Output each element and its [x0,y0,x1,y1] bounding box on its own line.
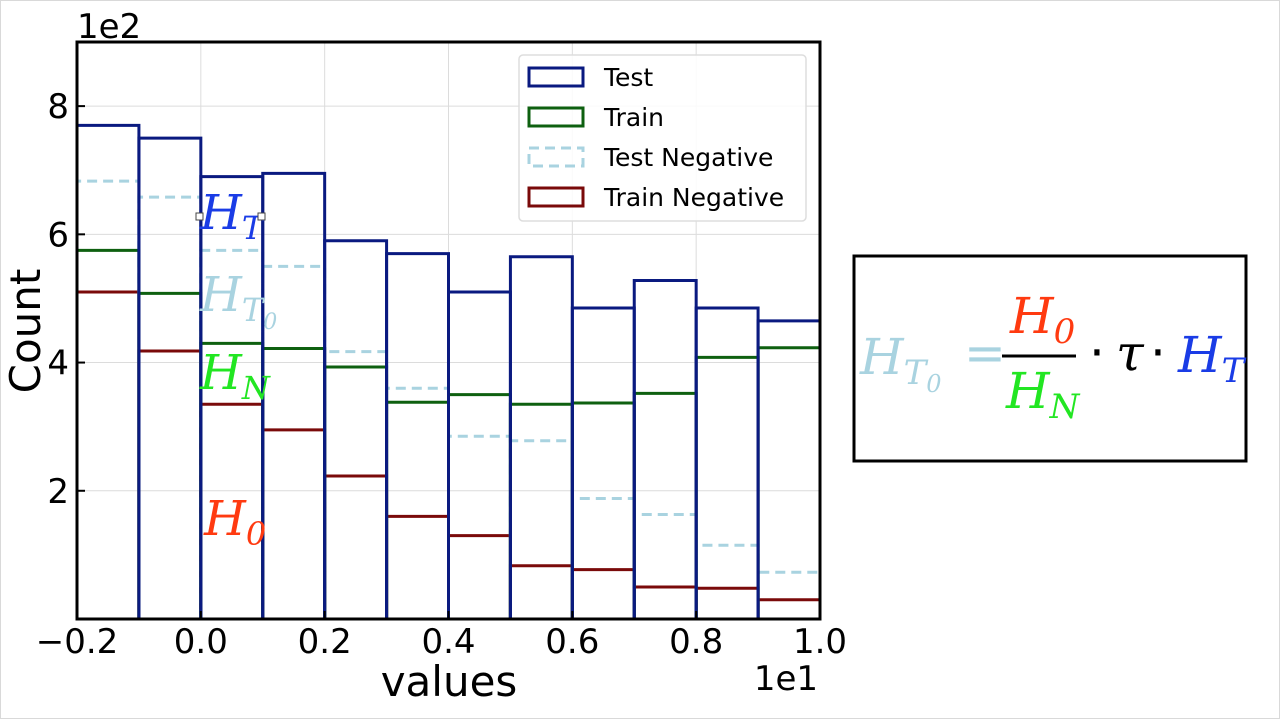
annotation-h-t0: HT0 [199,267,277,335]
formula-rhs: HT [1177,326,1247,391]
bar-train-negative-10 [694,586,760,619]
bar-train-6 [447,393,512,619]
legend-swatch-test [527,66,585,88]
annotation-h-0: H0 [203,491,266,553]
bar-train-4 [323,365,389,619]
bar-test-negative-8 [570,496,636,619]
bar-test-5 [385,252,450,619]
bar-test-1 [137,136,203,619]
bar-test-6 [447,290,512,619]
svg-text:HT: HT [199,185,266,247]
bar-train-7 [508,402,574,619]
bar-test-11 [756,319,822,619]
bar-train-negative-6 [447,534,512,619]
x-tick-label-4: 0.6 [545,622,599,662]
bar-train-3 [261,346,327,619]
formula-box: HT0 = H0 HN · τ · HT [852,254,1248,463]
legend-swatch-train-negative [527,186,585,208]
bar-train-1 [137,291,203,619]
x-tick-label-2: 0.2 [298,622,352,662]
formula-dot-2: · [1150,324,1166,382]
bar-train-negative-1 [137,349,203,619]
formula-numerator: H0 [1009,287,1075,352]
x-tick-label-5: 0.8 [669,622,723,662]
bar-test-negative-4 [323,350,389,619]
legend-label-train-negative: Train Negative [603,183,784,212]
x-axis-label: values [381,657,518,706]
bar-test-negative-9 [632,512,698,619]
bar-test-negative-7 [508,439,574,619]
bar-train-11 [756,346,822,619]
legend-label-test-negative: Test Negative [603,143,773,172]
legend: Test Train Test Negative Train Negative [518,54,807,222]
bar-test-3 [261,171,327,619]
selection-handle-right[interactable] [257,212,266,221]
bar-test-negative-0 [75,179,141,619]
formula-tau: τ [1116,324,1145,382]
legend-label-test: Test [603,63,653,92]
annotation-h-t-base: H [199,185,243,241]
bar-train-10 [694,355,760,619]
x-tick-label-6: 1.0 [793,622,847,662]
legend-box [518,54,807,222]
bar-train-9 [632,391,698,619]
bar-test-negative-10 [694,543,760,619]
bar-train-8 [570,401,636,619]
bar-test-negative-1 [137,195,203,619]
y-axis-label: Count [1,269,50,394]
bar-test-9 [632,278,698,619]
y-tick-label-2: 6 [47,215,69,255]
bar-train-negative-9 [632,585,698,619]
x-tick-label-1: 0.0 [174,622,228,662]
y-offset-label: 1e2 [77,7,141,47]
bar-train-negative-0 [75,290,141,619]
legend-swatch-train [527,106,585,128]
formula-lhs: HT0 [859,328,942,398]
annotation-h-n: HN [199,345,271,407]
bar-train-negative-8 [570,568,636,619]
legend-label-train: Train [603,103,664,132]
selection-handle-left[interactable] [195,212,204,221]
x-tick-label-0: −0.2 [36,622,119,662]
bar-test-negative-11 [756,570,822,619]
axis-ticks: −0.2 0.0 0.2 0.4 0.6 0.8 1.0 2 4 6 8 [36,87,847,662]
x-offset-label: 1e1 [754,659,818,699]
formula-equals: = [964,324,1006,382]
legend-swatch-test-negative [527,146,585,168]
bar-test-4 [323,239,389,619]
bar-train-negative-11 [756,598,822,619]
y-tick-label-0: 2 [47,472,69,512]
y-tick-label-1: 4 [47,344,69,384]
series-test [75,123,822,619]
bar-test-negative-6 [447,434,512,619]
bar-test-8 [570,306,636,619]
bar-train-0 [75,248,141,619]
bar-train-negative-3 [261,428,327,619]
bar-train-negative-5 [385,514,450,619]
bar-train-5 [385,400,450,619]
y-tick-label-3: 8 [47,87,69,127]
annotation-h-t: HT [195,185,266,247]
bar-train-negative-4 [323,474,389,619]
formula-denominator: HN [1005,362,1081,427]
bar-test-0 [75,123,141,619]
formula-dot-1: · [1089,324,1105,382]
bar-test-10 [694,306,760,619]
bar-train-negative-7 [508,564,574,619]
bar-test-negative-5 [385,386,450,619]
x-tick-label-3: 0.4 [421,622,475,662]
